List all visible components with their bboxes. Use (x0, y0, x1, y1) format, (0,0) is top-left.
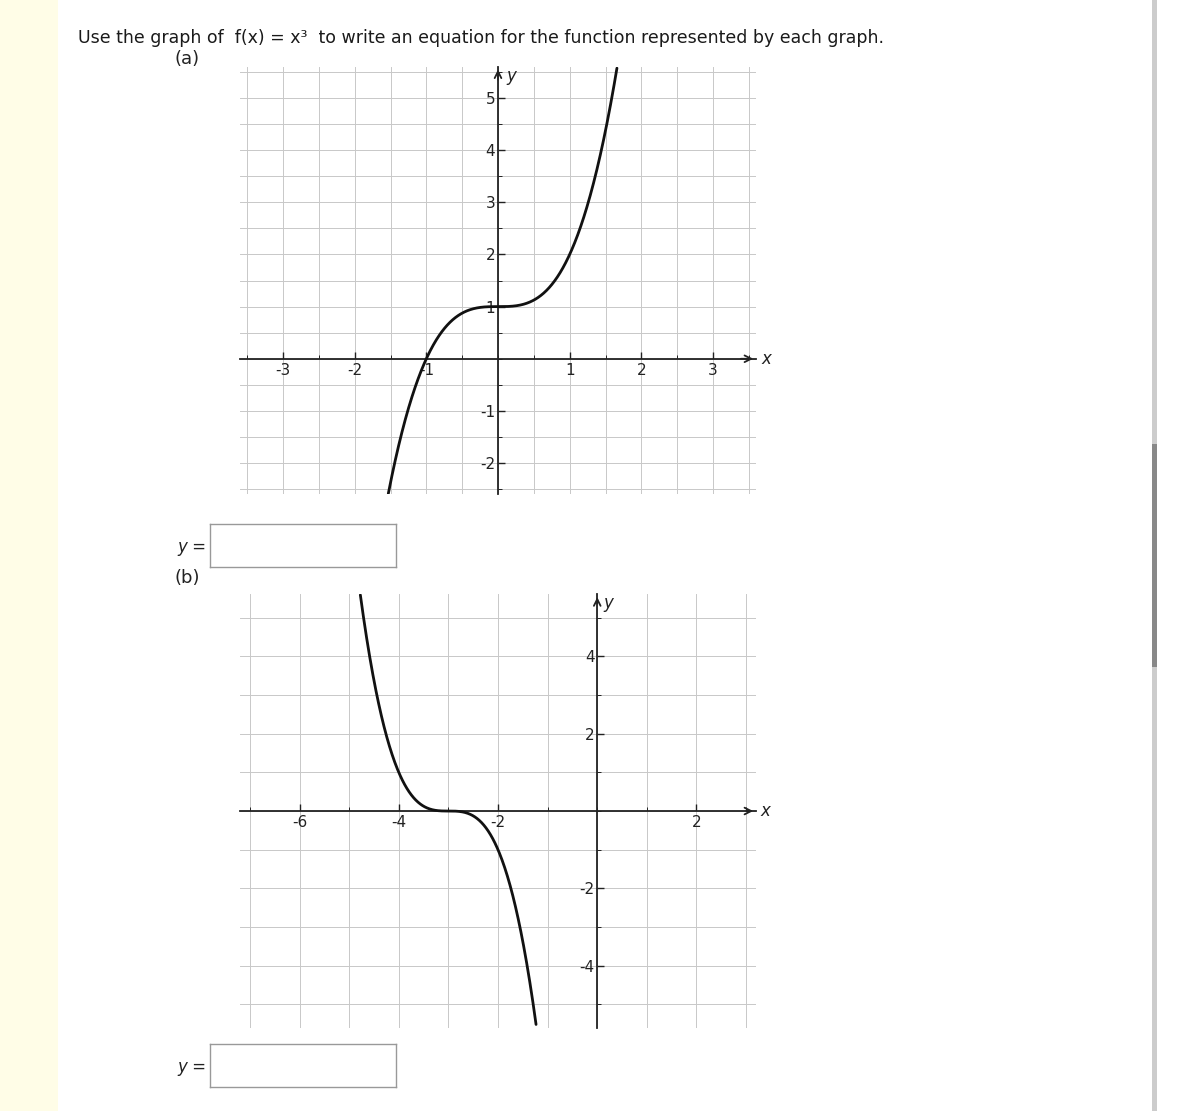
Text: (a): (a) (174, 50, 199, 68)
Text: x: x (760, 802, 770, 820)
Text: y: y (506, 67, 516, 84)
Text: y: y (604, 594, 613, 612)
Text: y =: y = (178, 538, 206, 556)
Text: (b): (b) (174, 569, 199, 587)
Text: y =: y = (178, 1058, 206, 1075)
Text: Use the graph of  f(x) = x³  to write an equation for the function represented b: Use the graph of f(x) = x³ to write an e… (78, 29, 884, 47)
Text: x: x (762, 350, 772, 368)
